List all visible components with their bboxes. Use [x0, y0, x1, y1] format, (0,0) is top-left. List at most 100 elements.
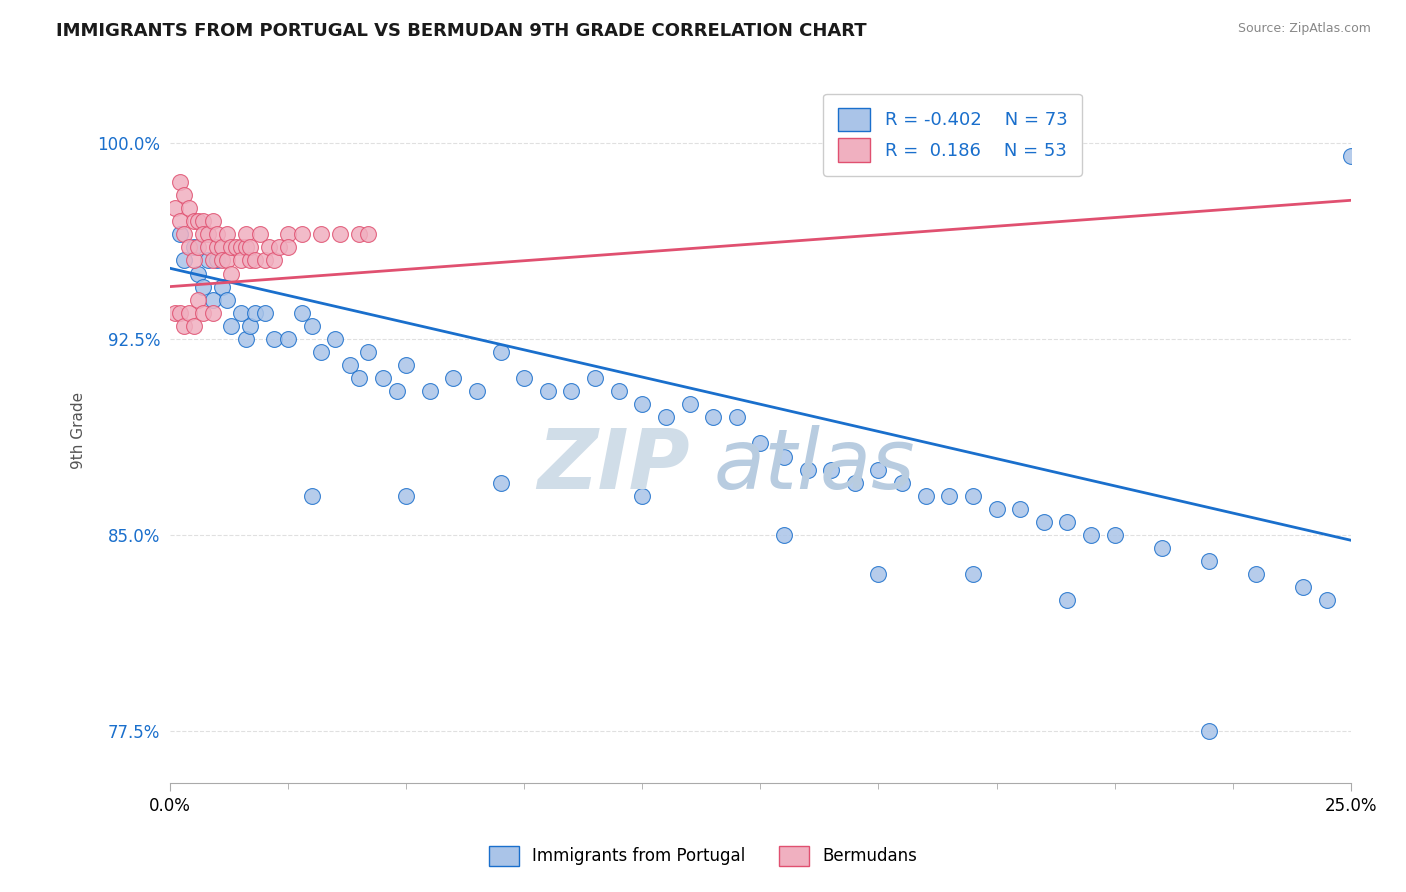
- Point: [820, 462, 842, 476]
- Point: [385, 384, 408, 399]
- Point: [986, 501, 1008, 516]
- Point: [253, 253, 276, 268]
- Point: [225, 240, 247, 254]
- Point: [221, 318, 243, 333]
- Point: [329, 227, 352, 242]
- Point: [201, 306, 224, 320]
- Point: [1080, 528, 1102, 542]
- Point: [235, 227, 257, 242]
- Point: [183, 240, 205, 254]
- Point: [339, 358, 361, 372]
- Point: [513, 371, 536, 385]
- Point: [187, 214, 209, 228]
- Point: [229, 253, 252, 268]
- Point: [277, 240, 299, 254]
- Point: [173, 253, 195, 268]
- Point: [844, 475, 866, 490]
- Point: [173, 227, 195, 242]
- Point: [357, 227, 380, 242]
- Point: [749, 436, 772, 450]
- Point: [215, 227, 238, 242]
- Point: [1010, 501, 1032, 516]
- Point: [796, 462, 818, 476]
- Point: [191, 279, 214, 293]
- Point: [395, 358, 418, 372]
- Point: [163, 201, 186, 215]
- Point: [357, 345, 380, 359]
- Text: atlas: atlas: [713, 425, 915, 506]
- Point: [1056, 515, 1078, 529]
- Point: [239, 318, 262, 333]
- Text: ZIP: ZIP: [537, 425, 689, 506]
- Point: [211, 253, 233, 268]
- Point: [221, 267, 243, 281]
- Point: [1340, 149, 1362, 163]
- Point: [583, 371, 606, 385]
- Point: [173, 318, 195, 333]
- Point: [1292, 580, 1315, 594]
- Point: [301, 318, 323, 333]
- Point: [938, 489, 960, 503]
- Point: [243, 306, 266, 320]
- Point: [1150, 541, 1173, 555]
- Text: Source: ZipAtlas.com: Source: ZipAtlas.com: [1237, 22, 1371, 36]
- Point: [169, 227, 191, 242]
- Point: [962, 567, 984, 582]
- Point: [1104, 528, 1126, 542]
- Point: [678, 397, 700, 411]
- Point: [702, 410, 724, 425]
- Point: [914, 489, 936, 503]
- Point: [169, 175, 191, 189]
- Point: [891, 475, 914, 490]
- Point: [868, 567, 890, 582]
- Point: [263, 332, 285, 346]
- Point: [395, 489, 418, 503]
- Point: [177, 240, 200, 254]
- Point: [267, 240, 290, 254]
- Point: [277, 332, 299, 346]
- Legend: Immigrants from Portugal, Bermudans: Immigrants from Portugal, Bermudans: [475, 832, 931, 880]
- Point: [249, 227, 271, 242]
- Point: [197, 227, 219, 242]
- Point: [173, 188, 195, 202]
- Point: [291, 306, 314, 320]
- Point: [221, 240, 243, 254]
- Point: [1198, 724, 1220, 739]
- Point: [773, 450, 796, 464]
- Point: [301, 489, 323, 503]
- Y-axis label: 9th Grade: 9th Grade: [72, 392, 86, 469]
- Point: [201, 253, 224, 268]
- Point: [235, 332, 257, 346]
- Point: [201, 293, 224, 307]
- Point: [1198, 554, 1220, 568]
- Point: [325, 332, 347, 346]
- Point: [191, 227, 214, 242]
- Point: [197, 240, 219, 254]
- Point: [187, 267, 209, 281]
- Point: [291, 227, 314, 242]
- Point: [631, 397, 654, 411]
- Point: [187, 293, 209, 307]
- Point: [277, 227, 299, 242]
- Point: [211, 279, 233, 293]
- Point: [229, 240, 252, 254]
- Point: [1032, 515, 1054, 529]
- Point: [177, 201, 200, 215]
- Point: [655, 410, 678, 425]
- Point: [347, 227, 370, 242]
- Point: [187, 240, 209, 254]
- Point: [183, 318, 205, 333]
- Point: [215, 293, 238, 307]
- Point: [191, 306, 214, 320]
- Point: [243, 253, 266, 268]
- Point: [465, 384, 488, 399]
- Point: [309, 227, 332, 242]
- Point: [177, 306, 200, 320]
- Point: [631, 489, 654, 503]
- Point: [868, 462, 890, 476]
- Point: [371, 371, 394, 385]
- Point: [239, 240, 262, 254]
- Point: [169, 306, 191, 320]
- Point: [1056, 593, 1078, 607]
- Point: [773, 528, 796, 542]
